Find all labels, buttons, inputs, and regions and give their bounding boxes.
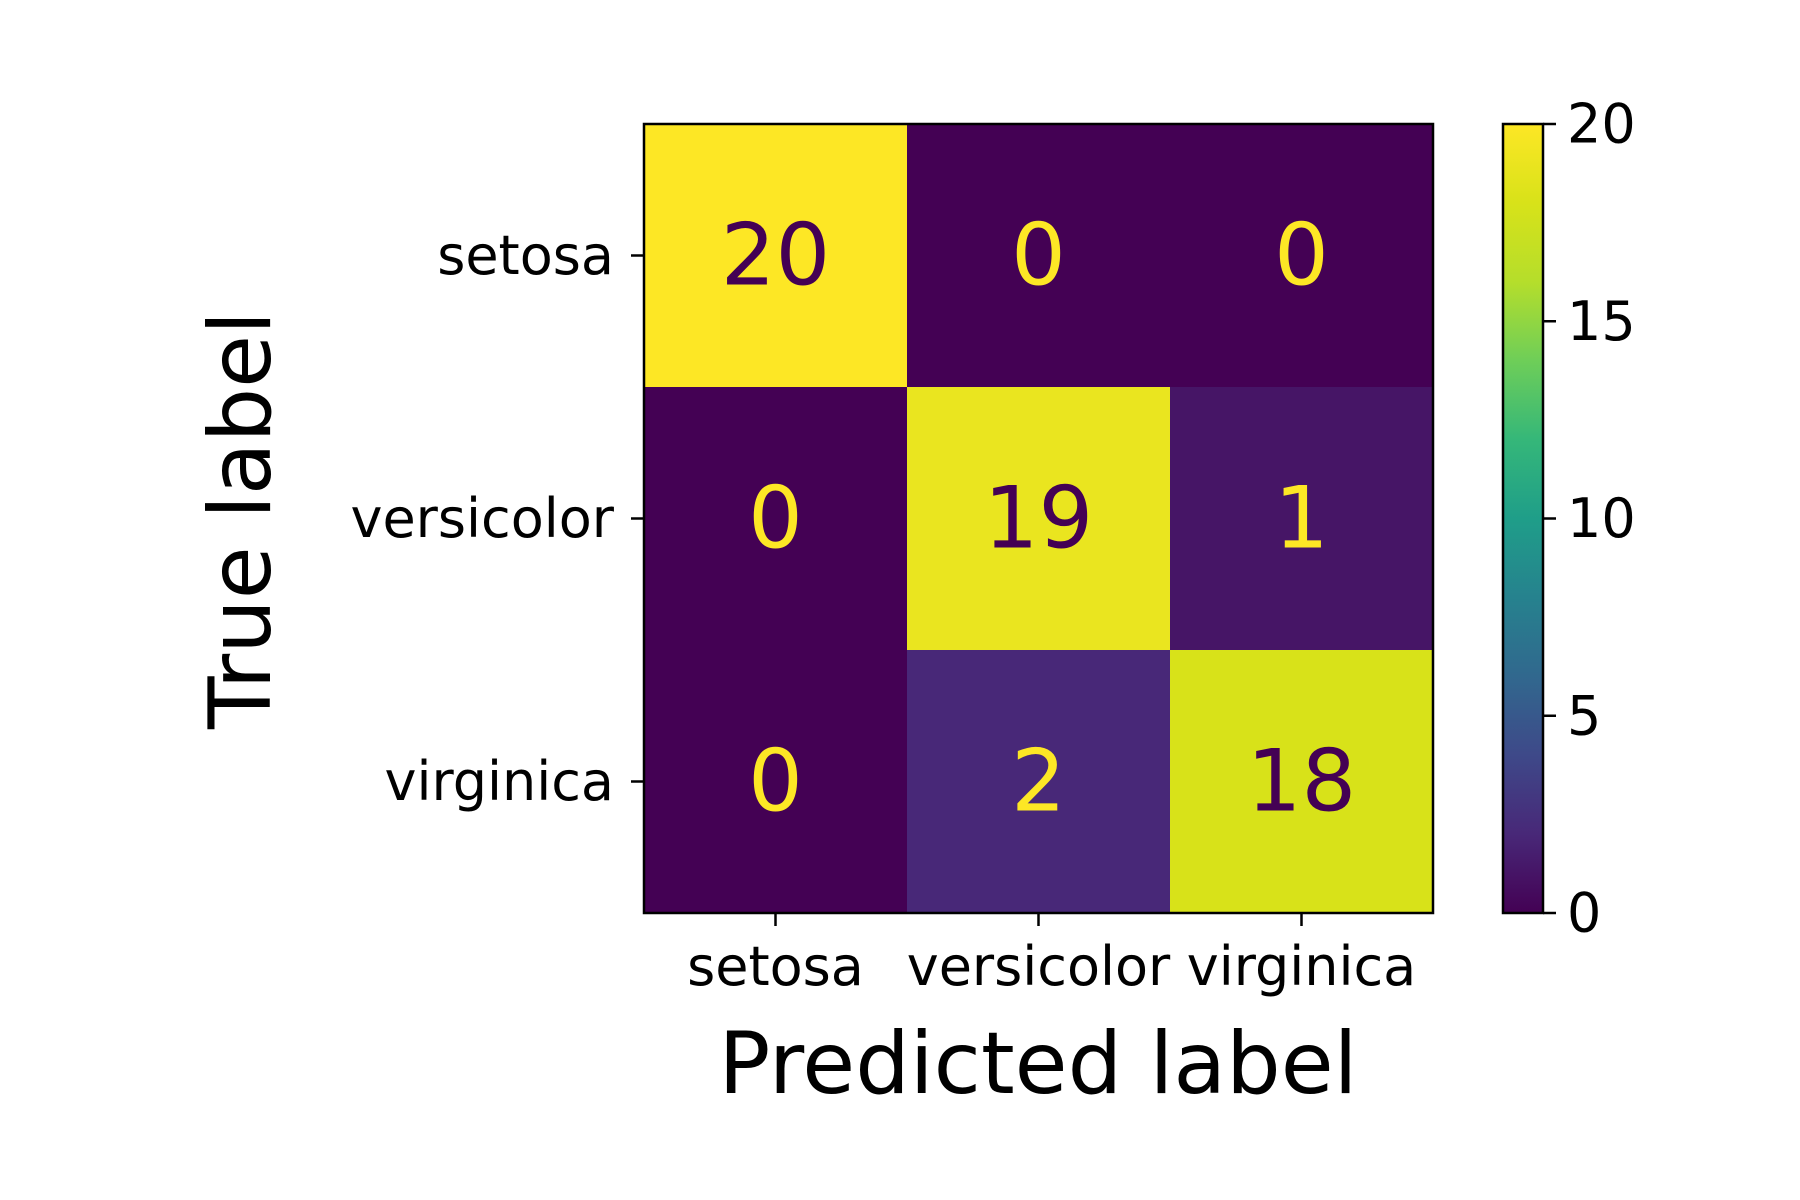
- heatmap-cell-setosa-virginica: [1170, 124, 1434, 388]
- cell-value-label: 19: [984, 469, 1093, 569]
- y-axis-title: True label: [191, 311, 291, 730]
- cell-value-label: 0: [748, 732, 803, 832]
- y-tick-label-versicolor: versicolor: [351, 487, 615, 550]
- colorbar-tick-label: 0: [1567, 882, 1601, 945]
- cell-value-label: 18: [1247, 732, 1356, 832]
- cell-value-label: 1: [1274, 469, 1329, 569]
- y-tick-label-setosa: setosa: [437, 224, 614, 287]
- colorbar-tick-label: 10: [1567, 487, 1636, 550]
- axes: setosa versicolor virginica setosa versicolo…: [351, 122, 1435, 998]
- heatmap-cell-virginica-versicolor: [907, 650, 1171, 914]
- heatmap-cell-labels: 20 0 0 0 19 1 0 2 18: [721, 206, 1356, 832]
- colorbar-gradient: [1503, 124, 1543, 913]
- cell-value-label: 2: [1011, 732, 1066, 832]
- heatmap-cell-setosa-versicolor: [907, 124, 1171, 388]
- colorbar-tick-label: 15: [1567, 290, 1636, 353]
- y-tick-label-virginica: virginica: [385, 750, 615, 813]
- heatmap-cell-virginica-setosa: [644, 650, 908, 914]
- cell-value-label: 0: [748, 469, 803, 569]
- colorbar-tick-label: 20: [1567, 93, 1636, 156]
- heatmap-cell-versicolor-virginica: [1170, 387, 1434, 651]
- x-tick-label-virginica: virginica: [1187, 935, 1417, 998]
- heatmap-cell-setosa-setosa: [644, 124, 908, 388]
- x-axis-title: Predicted label: [718, 1014, 1357, 1114]
- colorbar: 0 5 10 15 20: [1501, 93, 1636, 945]
- cell-value-label: 20: [721, 206, 830, 306]
- cell-value-label: 0: [1011, 206, 1066, 306]
- colorbar-tick-label: 5: [1567, 684, 1601, 747]
- heatmap-cell-versicolor-versicolor: [907, 387, 1171, 651]
- heatmap-cell-versicolor-setosa: [644, 387, 908, 651]
- heatmap-cell-virginica-virginica: [1170, 650, 1434, 914]
- x-tick-label-setosa: setosa: [687, 935, 864, 998]
- cell-value-label: 0: [1274, 206, 1329, 306]
- x-tick-label-versicolor: versicolor: [907, 935, 1171, 998]
- heatmap-cells: [644, 124, 1434, 914]
